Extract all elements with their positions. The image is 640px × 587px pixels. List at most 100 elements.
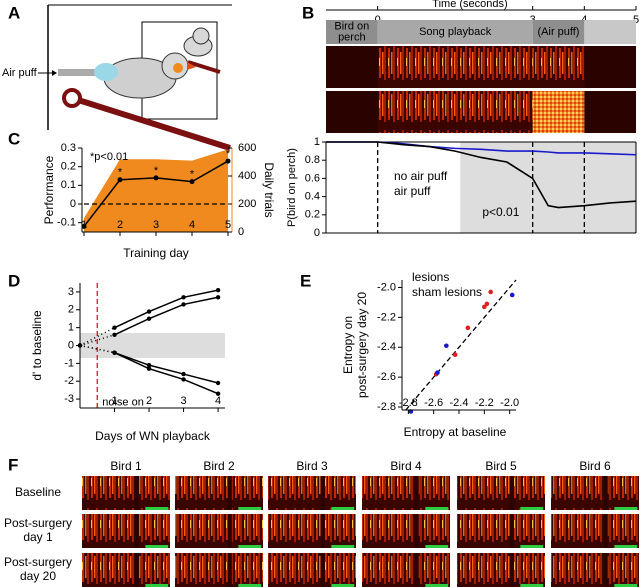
y-tick-label: -2.4: [377, 341, 396, 353]
x-tick-label: 1: [111, 395, 117, 407]
syllable-marker: [425, 507, 449, 510]
syllable-marker: [425, 545, 449, 548]
point: [181, 302, 186, 307]
y-axis-label: Performance: [42, 155, 56, 224]
point: [465, 325, 471, 331]
syllable-marker: [520, 507, 544, 510]
line: [326, 141, 637, 209]
y-tick-label: 0: [314, 227, 320, 239]
spectrogram: [551, 553, 639, 587]
spectrogram: [457, 476, 545, 510]
syllable-marker: [614, 507, 638, 510]
row-label-line: day 1: [23, 530, 53, 544]
y-tick-label: 200: [238, 198, 256, 210]
line: [114, 296, 219, 336]
spectrogram-gap: [134, 553, 139, 587]
spectrogram: [457, 553, 545, 587]
panel-label: F: [8, 455, 18, 474]
band: [80, 333, 225, 358]
x-tick-label: 3: [153, 219, 159, 231]
spectrogram: [362, 476, 450, 510]
point: [81, 223, 87, 229]
x-tick-label: 3: [530, 14, 536, 26]
bird-label: Bird 6: [579, 459, 611, 473]
row-label: Post-surgery day 1: [4, 516, 72, 544]
bird-label: Bird 3: [296, 459, 328, 473]
y-tick-label: 0: [68, 339, 74, 351]
spectrogram: [551, 514, 639, 548]
value-label: *: [190, 169, 195, 181]
x-tick-label: 4: [215, 395, 221, 407]
y-tick-label: 0.1: [61, 179, 76, 191]
legend-entry: sham lesions: [412, 285, 482, 299]
legend-entry: air puff: [394, 184, 431, 198]
spectrogram-gap: [414, 476, 419, 510]
point: [444, 343, 449, 349]
y-tick-label: -2.8: [377, 401, 396, 413]
point: [146, 309, 152, 314]
spectrogram-gap: [414, 514, 419, 548]
spectrogram: [175, 553, 263, 587]
y-tick-label: 0.8: [305, 154, 320, 166]
x-axis-label: Time (seconds): [432, 0, 507, 10]
panel-label: C: [8, 129, 20, 148]
segment-label: Bird on perch: [334, 20, 369, 43]
segment-label-line: perch: [338, 31, 366, 43]
y-tick-label: -2: [64, 375, 74, 387]
legend-entry: lesions: [412, 270, 449, 284]
y-tick-label: 400: [238, 170, 256, 182]
syllable-marker: [331, 545, 355, 548]
segment-label: (Air puff): [538, 26, 580, 38]
spectrogram-gap: [227, 476, 232, 510]
syllable-marker: [331, 507, 355, 510]
spectrogram-gap: [320, 553, 325, 587]
spectrogram: [268, 553, 356, 587]
point: [146, 362, 152, 368]
y-axis-label: Entropy onpost-surgery day 20: [341, 292, 369, 398]
syllable-marker: [238, 584, 262, 587]
syllable-marker: [614, 545, 638, 548]
spectrogram-gap: [227, 514, 232, 548]
shade-label: p<0.01: [482, 205, 519, 219]
syllable-marker: [145, 507, 169, 510]
y-axis-label: P(bird on perch): [286, 148, 298, 227]
point: [189, 179, 195, 185]
spectrogram: [457, 514, 545, 548]
point: [146, 316, 152, 321]
panel-label: A: [8, 3, 20, 22]
spectrogram: [268, 514, 356, 548]
bird-label: Bird 1: [110, 459, 142, 473]
y-tick-label: 3: [68, 286, 74, 298]
value-label: *: [118, 167, 123, 179]
point: [153, 175, 159, 181]
row-label-line: Post-surgery: [4, 516, 72, 530]
x-axis-label: Days of WN playback: [95, 429, 211, 443]
point: [181, 371, 186, 377]
panel-label: B: [302, 3, 314, 22]
x-tick-label: 2: [146, 395, 152, 407]
row-label-line: day 20: [20, 569, 56, 583]
x-tick-label: 5: [225, 219, 231, 231]
x-tick-label: -2.8: [399, 397, 418, 409]
syllable-marker: [145, 584, 169, 587]
line: [114, 351, 219, 384]
x-tick-label: 4: [189, 219, 195, 231]
y-tick-label: 0.3: [61, 142, 76, 154]
point: [112, 350, 117, 355]
segment-rest: [584, 20, 636, 44]
syllable-marker: [425, 584, 449, 587]
y-tick-label: 0.2: [305, 209, 320, 221]
syllable-marker: [331, 584, 355, 587]
x-tick-label: -2.4: [450, 397, 469, 409]
spectrogram: [175, 514, 263, 548]
y-tick-label: -1: [64, 357, 74, 369]
value-label: *: [154, 165, 159, 177]
point: [215, 380, 221, 386]
spectrogram-gap: [320, 476, 325, 510]
spectrogram-gap: [509, 476, 514, 510]
spectrogram-late: [532, 91, 585, 133]
spectrogram-gap: [603, 476, 608, 510]
point: [509, 292, 515, 298]
y-axis-label-line: post-surgery day 20: [355, 292, 369, 398]
panel-label: E: [300, 271, 311, 290]
